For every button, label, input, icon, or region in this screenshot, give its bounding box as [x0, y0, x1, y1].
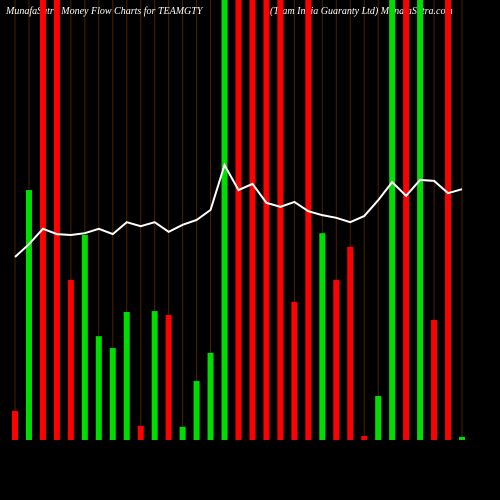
bar [25, 190, 32, 440]
bar [193, 381, 200, 440]
bar [249, 0, 256, 440]
bar [95, 336, 102, 440]
bar [207, 352, 214, 440]
bar [347, 246, 354, 440]
bar [319, 233, 326, 440]
bar [459, 436, 465, 440]
bar [137, 425, 144, 440]
bar [263, 0, 270, 440]
bar [81, 234, 88, 440]
bar [123, 311, 130, 440]
bar [221, 0, 228, 440]
bar [235, 0, 242, 440]
bar [389, 0, 396, 440]
bar [403, 0, 410, 440]
bar [417, 0, 424, 440]
money-flow-line [14, 162, 463, 258]
bar [151, 311, 158, 440]
bar [361, 436, 368, 440]
bar [305, 0, 312, 440]
chart-title: MunafaSutra Money Flow Charts for TEAMGT… [5, 6, 204, 17]
bar [109, 348, 116, 440]
marks [12, 0, 465, 440]
bar [431, 319, 438, 440]
bar [291, 301, 298, 440]
bar [67, 279, 74, 440]
bar [333, 279, 340, 440]
bar [165, 315, 172, 440]
bar [375, 396, 382, 440]
bar [12, 410, 18, 440]
bar [53, 0, 60, 440]
bar [277, 0, 284, 440]
bar [179, 426, 186, 440]
bar [445, 0, 452, 440]
bar [39, 0, 46, 440]
chart-subtitle: (Team India Guaranty Ltd) MunafaSutra.co… [270, 6, 453, 17]
